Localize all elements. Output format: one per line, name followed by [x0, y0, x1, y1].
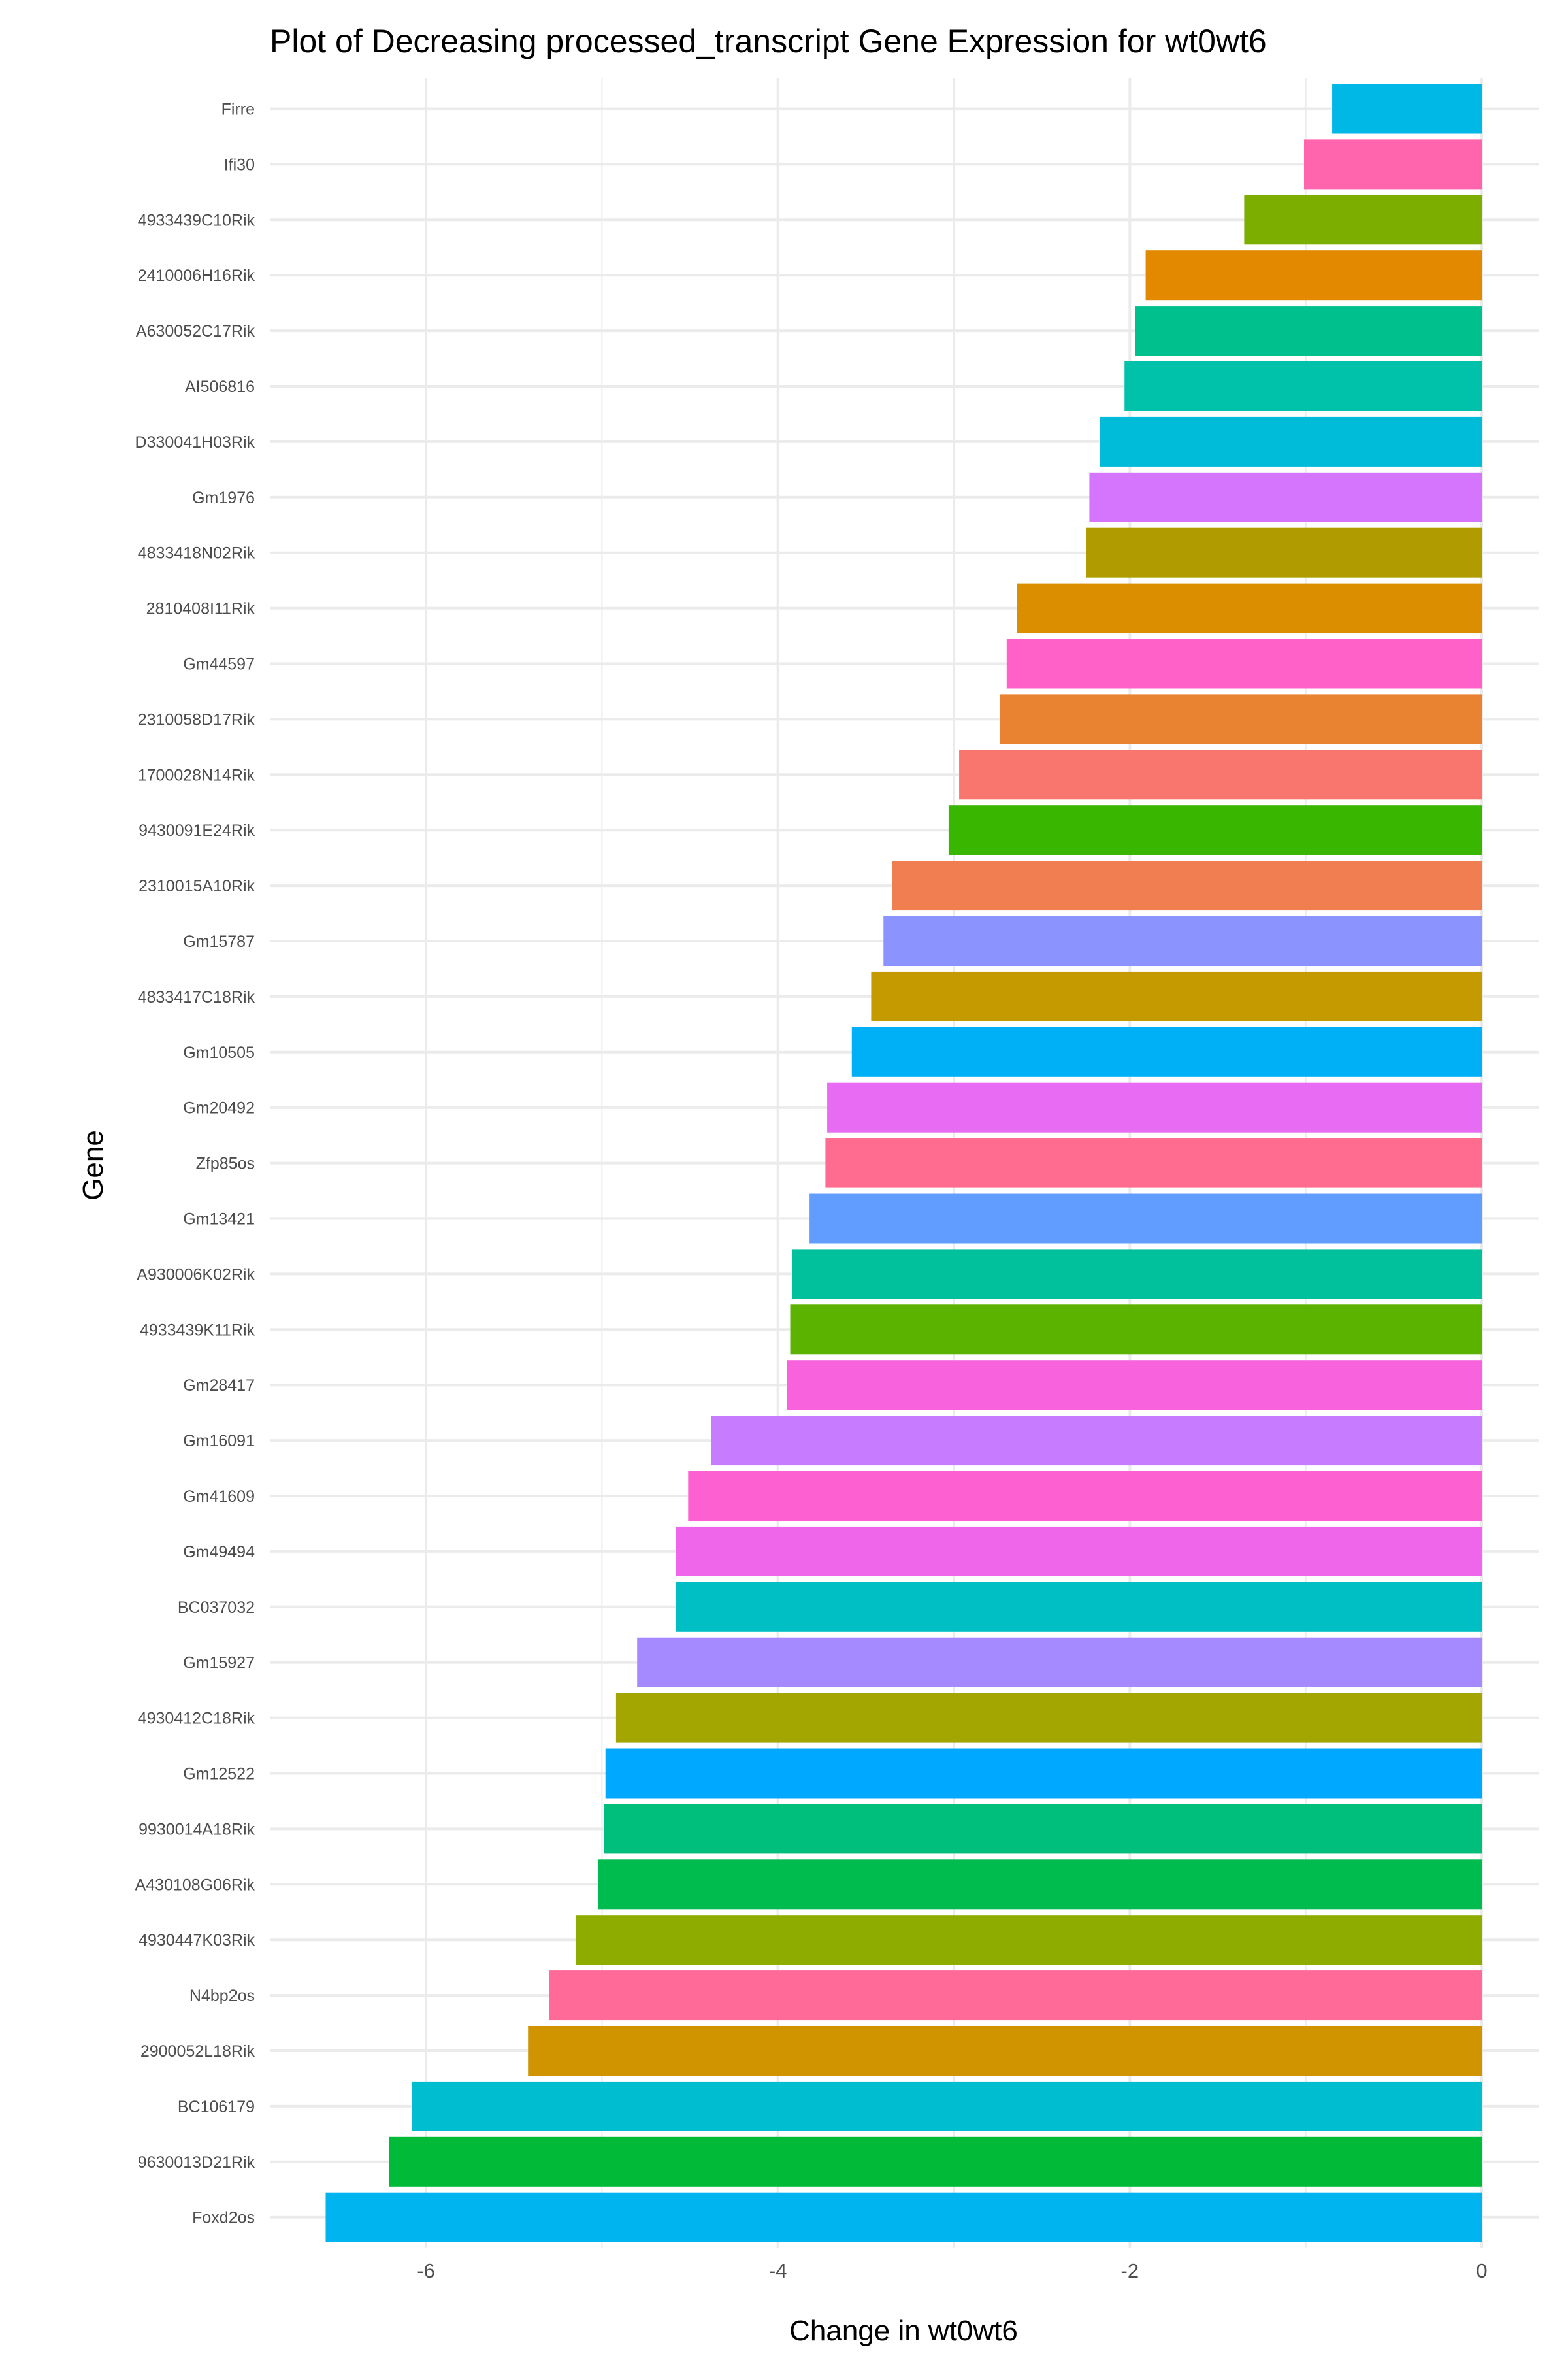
bar-Gm44597: [1006, 639, 1482, 689]
bar-2310058D17Rik: [1000, 694, 1482, 744]
bar-Ifi30: [1303, 139, 1482, 190]
y-tick-label: Gm16091: [183, 1432, 255, 1450]
bar-4930447K03Rik: [575, 1915, 1482, 1965]
bar-2310015A10Rik: [892, 861, 1482, 911]
y-tick-label: 4833418N02Rik: [138, 544, 255, 563]
bar-N4bp2os: [549, 1970, 1482, 2021]
y-tick-label: BC106179: [178, 2098, 255, 2116]
bar-Gm20492: [827, 1082, 1482, 1133]
bar-A430108G06Rik: [598, 1859, 1482, 1910]
bar-Gm13421: [809, 1193, 1482, 1244]
y-tick-label: Gm10505: [183, 1044, 255, 1062]
bar-2410006H16Rik: [1145, 250, 1482, 301]
y-tick-label: 9430091E24Rik: [139, 821, 255, 840]
y-tick-label: 9630013D21Rik: [138, 2153, 255, 2172]
bar-9930014A18Rik: [604, 1804, 1482, 1854]
y-tick-label: 4930447K03Rik: [139, 1931, 255, 1950]
bar-AI506816: [1124, 361, 1482, 411]
bar-Gm16091: [711, 1416, 1482, 1466]
bar-Gm15927: [637, 1637, 1482, 1687]
bar-4930412C18Rik: [615, 1693, 1482, 1743]
y-tick-label: N4bp2os: [189, 1987, 255, 2005]
x-axis-title: Change in wt0wt6: [789, 2315, 1018, 2347]
y-tick-label: Gm20492: [183, 1099, 255, 1118]
y-tick-label: 2810408I11Rik: [146, 600, 255, 618]
bar-D330041H03Rik: [1100, 416, 1482, 467]
y-tick-label: Gm28417: [183, 1376, 255, 1395]
bar-BC037032: [676, 1582, 1482, 1632]
y-tick-label: 2310015A10Rik: [139, 877, 255, 895]
y-tick-label: A930006K02Rik: [137, 1265, 255, 1284]
y-tick-label: Gm41609: [183, 1487, 255, 1506]
y-tick-label: Firre: [221, 101, 255, 119]
bar-4933439C10Rik: [1244, 195, 1482, 245]
bar-Firre: [1332, 84, 1482, 134]
y-tick-label: 4833417C18Rik: [138, 988, 255, 1006]
y-tick-label: A630052C17Rik: [136, 322, 255, 340]
bar-BC106179: [412, 2081, 1482, 2131]
y-tick-label: 2900052L18Rik: [140, 2042, 255, 2061]
bar-Foxd2os: [325, 2192, 1482, 2242]
bar-9630013D21Rik: [389, 2136, 1482, 2187]
y-axis-title: Gene: [77, 1130, 109, 1201]
y-tick-label: 2310058D17Rik: [138, 710, 255, 729]
chart-title: Plot of Decreasing processed_transcript …: [270, 23, 1267, 59]
y-tick-label: BC037032: [178, 1599, 255, 1617]
y-tick-label: Gm15927: [183, 1654, 255, 1672]
bar-1700028N14Rik: [959, 750, 1482, 800]
y-tick-label: 4930412C18Rik: [138, 1710, 255, 1728]
bar-Zfp85os: [825, 1138, 1482, 1188]
x-tick-label: -2: [1121, 2259, 1139, 2282]
y-tick-label: Gm44597: [183, 655, 255, 674]
bar-2900052L18Rik: [528, 2026, 1482, 2076]
bar-A930006K02Rik: [792, 1249, 1482, 1299]
y-tick-label: 4933439K11Rik: [140, 1321, 255, 1339]
y-tick-label: 4933439C10Rik: [138, 211, 255, 229]
bar-4933439K11Rik: [790, 1304, 1482, 1355]
x-tick-label: -4: [769, 2259, 787, 2282]
bar-Gm12522: [605, 1748, 1482, 1799]
y-tick-labels: Firre Ifi30 4933439C10Rik 2410006H16Rik A630…: [135, 101, 255, 2227]
bar-9430091E24Rik: [948, 805, 1482, 855]
bar-Gm41609: [688, 1471, 1482, 1521]
y-tick-label: D330041H03Rik: [135, 433, 255, 452]
x-tick-label: 0: [1476, 2259, 1487, 2282]
bar-Gm28417: [787, 1360, 1482, 1410]
y-tick-label: 2410006H16Rik: [138, 267, 255, 285]
y-tick-label: 1700028N14Rik: [138, 766, 255, 784]
bar-Gm49494: [676, 1526, 1482, 1576]
y-tick-label: Gm13421: [183, 1210, 255, 1229]
bar-A630052C17Rik: [1135, 306, 1482, 356]
bar-4833417C18Rik: [871, 971, 1482, 1021]
y-tick-label: Foxd2os: [192, 2209, 255, 2227]
y-tick-label: Ifi30: [224, 156, 255, 174]
bar-Gm10505: [851, 1027, 1482, 1077]
y-tick-label: A430108G06Rik: [135, 1876, 255, 1894]
y-tick-label: AI506816: [185, 378, 255, 396]
y-tick-label: Gm49494: [183, 1543, 255, 1561]
bar-4833418N02Rik: [1086, 527, 1482, 578]
x-tick-labels: -6 -4 -2 0: [417, 2259, 1487, 2282]
y-tick-label: 9930014A18Rik: [139, 1820, 255, 1838]
y-tick-label: Zfp85os: [196, 1155, 255, 1173]
bar-2810408I11Rik: [1017, 583, 1482, 633]
bar-Gm15787: [883, 916, 1482, 966]
x-tick-label: -6: [417, 2259, 435, 2282]
bars: [325, 84, 1482, 2242]
y-tick-label: Gm12522: [183, 1765, 255, 1784]
y-tick-label: Gm1976: [192, 489, 255, 507]
y-tick-label: Gm15787: [183, 933, 255, 951]
bar-Gm1976: [1089, 472, 1482, 522]
